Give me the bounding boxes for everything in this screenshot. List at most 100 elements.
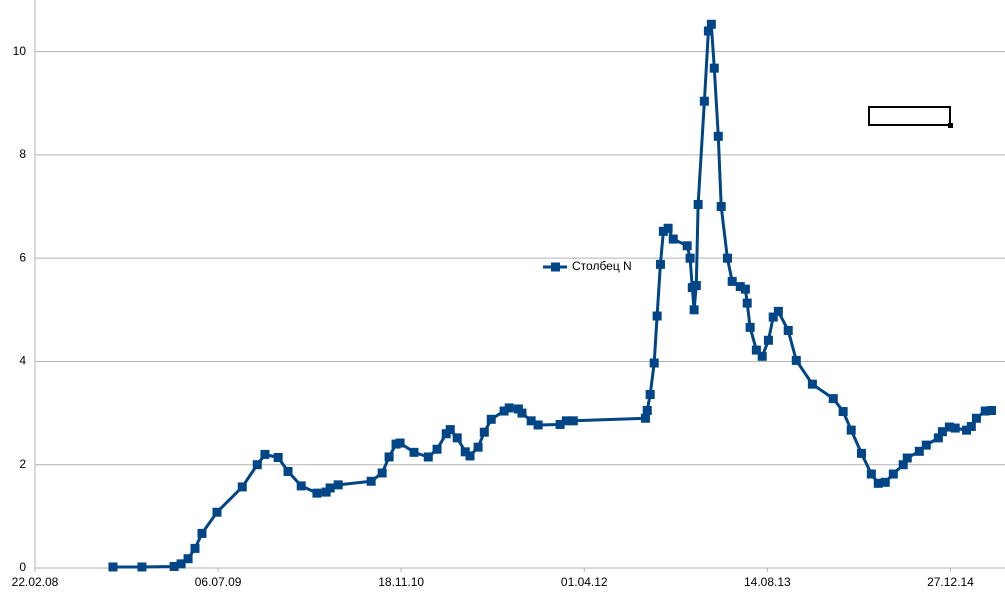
point-marker xyxy=(384,452,394,462)
point-marker xyxy=(645,390,655,400)
point-marker xyxy=(742,298,752,308)
x-tick-label: 18.11.10 xyxy=(378,575,424,589)
point-marker xyxy=(190,543,200,553)
point-marker xyxy=(693,199,703,209)
y-tick-label: 4 xyxy=(19,354,26,368)
point-marker xyxy=(432,444,442,454)
point-marker xyxy=(727,276,737,286)
point-marker xyxy=(668,234,678,244)
x-tick-label: 22.02.08 xyxy=(12,575,59,589)
point-marker xyxy=(252,460,262,470)
point-marker xyxy=(212,507,222,517)
point-marker xyxy=(423,452,433,462)
x-tick-label: 01.04.12 xyxy=(561,575,608,589)
point-marker xyxy=(568,416,578,426)
point-marker xyxy=(807,379,817,389)
point-marker xyxy=(828,394,838,404)
point-marker xyxy=(555,419,565,429)
point-marker xyxy=(740,284,750,294)
point-marker xyxy=(706,19,716,29)
y-tick-label: 6 xyxy=(19,250,26,264)
point-marker xyxy=(751,345,761,355)
point-marker xyxy=(260,449,270,459)
y-tick-label: 2 xyxy=(19,457,26,471)
point-marker xyxy=(716,202,726,212)
point-marker xyxy=(533,420,543,430)
point-marker xyxy=(479,427,489,437)
point-marker xyxy=(655,259,665,269)
point-marker xyxy=(838,407,848,417)
point-marker xyxy=(703,26,713,36)
x-tick-label: 27.12.14 xyxy=(927,575,974,589)
point-marker xyxy=(888,469,898,479)
point-marker xyxy=(873,478,883,488)
point-marker xyxy=(561,416,571,426)
point-marker xyxy=(966,422,976,432)
point-marker xyxy=(652,311,662,321)
point-marker xyxy=(366,476,376,486)
point-marker xyxy=(846,425,856,435)
point-marker xyxy=(169,561,179,571)
point-marker xyxy=(880,477,890,487)
point-marker xyxy=(962,425,972,435)
legend-label: Столбец N xyxy=(572,259,632,273)
selection-box xyxy=(868,106,951,126)
point-marker xyxy=(460,447,470,457)
y-tick-label: 10 xyxy=(13,44,27,58)
point-marker xyxy=(866,469,876,479)
point-marker xyxy=(395,438,405,448)
point-marker xyxy=(783,325,793,335)
point-marker xyxy=(108,562,118,572)
point-marker xyxy=(183,554,193,564)
point-marker xyxy=(312,488,322,498)
point-marker xyxy=(768,312,778,322)
point-marker xyxy=(902,453,912,463)
x-tick-label: 06.07.09 xyxy=(195,575,242,589)
point-marker xyxy=(325,483,335,493)
point-marker xyxy=(283,466,293,476)
point-marker xyxy=(937,427,947,437)
x-tick-label: 14.08.13 xyxy=(744,575,791,589)
point-marker xyxy=(933,433,943,443)
point-marker xyxy=(685,253,695,263)
point-marker xyxy=(409,447,419,457)
point-marker xyxy=(709,63,719,73)
point-marker xyxy=(757,351,767,361)
point-marker xyxy=(856,448,866,458)
point-marker xyxy=(735,282,745,292)
point-marker xyxy=(980,406,990,416)
point-marker xyxy=(699,96,709,106)
point-marker xyxy=(722,253,732,263)
point-marker xyxy=(504,403,514,413)
point-marker xyxy=(296,481,306,491)
point-marker xyxy=(137,562,147,572)
point-marker xyxy=(642,406,652,416)
point-marker xyxy=(517,408,527,418)
point-marker xyxy=(333,480,343,490)
point-marker xyxy=(791,355,801,365)
point-marker xyxy=(473,442,483,452)
point-marker xyxy=(452,433,462,443)
y-tick-label: 0 xyxy=(19,560,26,574)
point-marker xyxy=(526,416,536,426)
point-marker xyxy=(950,423,960,433)
point-marker xyxy=(689,305,699,315)
point-marker xyxy=(658,226,668,236)
point-marker xyxy=(649,358,659,368)
point-marker xyxy=(486,414,496,424)
point-marker xyxy=(914,446,924,456)
point-marker xyxy=(682,241,692,251)
point-marker xyxy=(377,468,387,478)
point-marker xyxy=(745,322,755,332)
y-tick-label: 8 xyxy=(19,147,26,161)
point-marker xyxy=(691,281,701,291)
point-marker xyxy=(273,452,283,462)
point-marker xyxy=(176,559,186,569)
selection-handle xyxy=(948,123,953,128)
point-marker xyxy=(197,528,207,538)
grid xyxy=(35,51,1005,569)
legend-marker xyxy=(551,262,560,272)
point-marker xyxy=(763,335,773,345)
